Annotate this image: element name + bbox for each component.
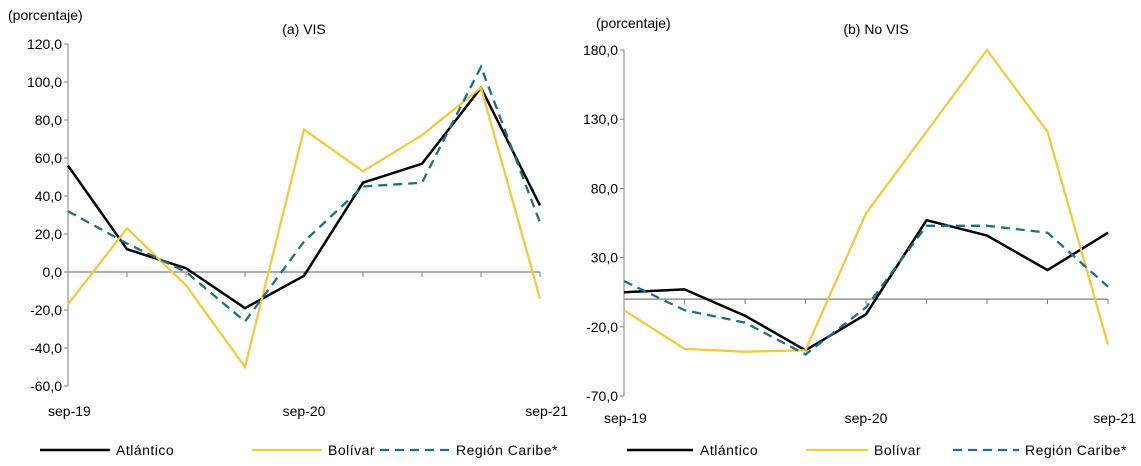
novis-legend-label: Atlántico xyxy=(700,442,758,458)
vis-x-tick-label: sep-19 xyxy=(48,403,91,419)
vis-series-region-caribe-line xyxy=(67,63,542,324)
novis-y-tick-label: 180,0 xyxy=(583,42,618,58)
vis-legend-label: Atlántico xyxy=(116,442,174,458)
novis-y-tick-label: -20,0 xyxy=(586,319,618,335)
vis-y-tick-label: 40,0 xyxy=(35,188,62,204)
novis-legend-label: Bolívar xyxy=(874,442,921,458)
vis-x-tick-label: sep-21 xyxy=(525,403,568,419)
vis-y-tick-label: -60,0 xyxy=(30,378,62,394)
novis-y-axis-label: (porcentaje) xyxy=(596,15,671,31)
vis-legend-label: Bolívar xyxy=(328,442,375,458)
novis-series-bolivar-line xyxy=(623,48,1110,353)
novis-y-tick-label: 80,0 xyxy=(591,180,618,196)
vis-y-tick-label: 120,0 xyxy=(27,36,62,52)
novis-series-region-caribe-line xyxy=(623,224,1109,356)
vis-y-tick-label: 20,0 xyxy=(35,226,62,242)
vis-x-tick-label: sep-20 xyxy=(283,403,326,419)
novis-x-tick-label: sep-19 xyxy=(604,410,647,426)
vis-series-atlantico-line xyxy=(66,85,542,310)
vis-legend-label: Región Caribe* xyxy=(456,442,558,458)
vis-series-bolivar-line xyxy=(67,85,542,370)
vis-chart-title: (a) VIS xyxy=(282,21,326,37)
vis-y-tick-label: -40,0 xyxy=(30,340,62,356)
vis-y-tick-label: 80,0 xyxy=(35,112,62,128)
vis-y-tick-label: 60,0 xyxy=(35,150,62,166)
novis-legend-label: Región Caribe* xyxy=(1025,442,1127,458)
vis-y-tick-label: -20,0 xyxy=(30,302,62,318)
vis-y-axis-label: (porcentaje) xyxy=(8,7,83,23)
novis-series-atlantico-line xyxy=(623,218,1109,352)
vis-y-tick-label: 100,0 xyxy=(27,74,62,90)
novis-y-tick-label: 130,0 xyxy=(583,111,618,127)
novis-x-tick-label: sep-21 xyxy=(1093,410,1136,426)
novis-chart-title: (b) No VIS xyxy=(843,21,908,37)
vis-y-tick-label: 0,0 xyxy=(43,264,63,280)
novis-x-tick-label: sep-20 xyxy=(845,410,888,426)
novis-y-tick-label: 30,0 xyxy=(591,250,618,266)
novis-y-tick-label: -70,0 xyxy=(586,388,618,404)
